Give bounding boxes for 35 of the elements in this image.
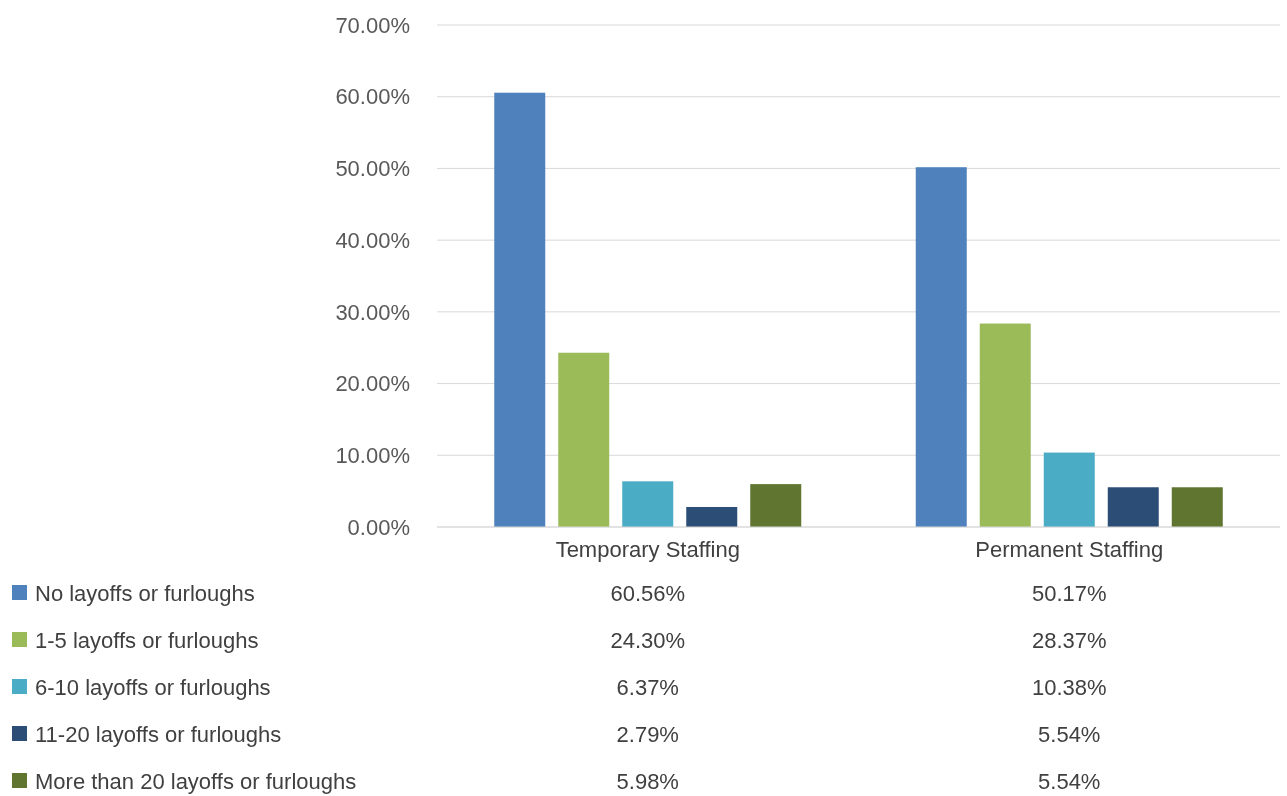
y-tick-label: 10.00%	[335, 442, 410, 468]
bar	[915, 167, 967, 527]
y-tick-label: 70.00%	[335, 12, 410, 38]
data-label: 24.30%	[610, 627, 686, 653]
y-tick-label: 60.00%	[335, 84, 410, 110]
bar	[1171, 487, 1223, 527]
bar	[622, 481, 674, 527]
bar	[750, 484, 802, 527]
data-label: 5.54%	[1038, 768, 1101, 794]
data-label: 10.38%	[1031, 674, 1107, 700]
data-label: 28.37%	[1031, 627, 1107, 653]
y-tick-label: 30.00%	[335, 299, 410, 325]
bar	[1107, 487, 1159, 527]
y-tick-label: 40.00%	[335, 227, 410, 253]
y-tick-label: 50.00%	[335, 156, 410, 182]
data-label: 50.17%	[1031, 580, 1107, 606]
bar	[686, 506, 738, 527]
legend-label: More than 20 layoffs or furloughs	[35, 768, 357, 794]
bar	[1043, 452, 1095, 527]
bar	[558, 352, 610, 527]
data-label: 6.37%	[616, 674, 679, 700]
legend-label: 6-10 layoffs or furloughs	[35, 674, 271, 700]
data-label: 5.54%	[1038, 721, 1101, 747]
data-label: 2.79%	[616, 721, 679, 747]
legend-label: 1-5 layoffs or furloughs	[35, 627, 259, 653]
data-label: 5.98%	[616, 768, 679, 794]
bar	[494, 92, 546, 527]
y-tick-label: 20.00%	[335, 371, 410, 397]
data-label: 60.56%	[610, 580, 686, 606]
legend-label: No layoffs or furloughs	[35, 580, 255, 606]
x-tick-label: Permanent Staffing	[975, 537, 1164, 562]
legend-label: 11-20 layoffs or furloughs	[35, 721, 282, 747]
bar	[979, 323, 1031, 527]
y-tick-label: 0.00%	[347, 514, 410, 540]
x-tick-label: Temporary Staffing	[555, 537, 740, 562]
